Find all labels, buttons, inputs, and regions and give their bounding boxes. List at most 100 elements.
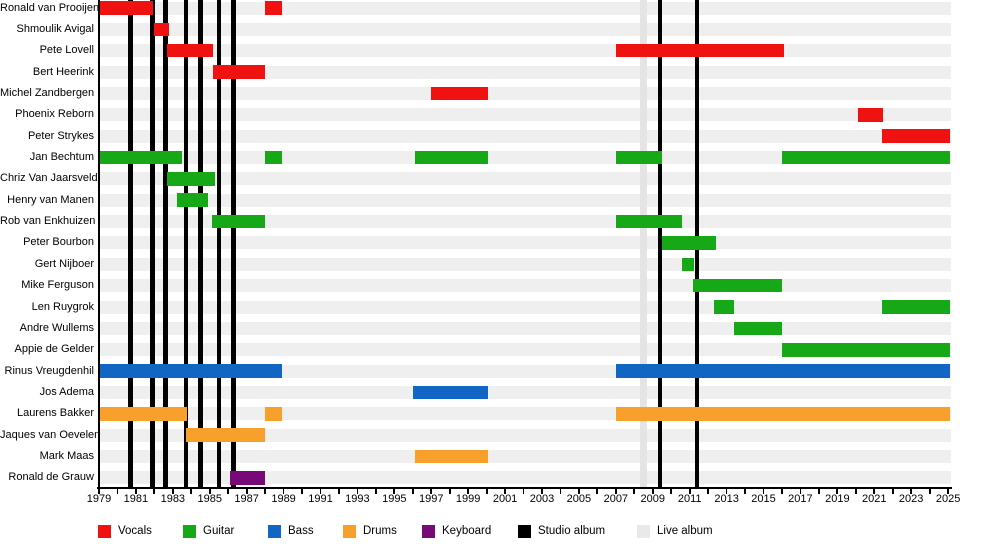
member-bar — [414, 449, 489, 464]
row-stripe — [99, 428, 951, 442]
member-label: Peter Bourbon — [23, 236, 94, 249]
row-stripe — [99, 300, 951, 314]
member-bar — [213, 65, 266, 79]
x-tick-label: 1991 — [308, 493, 333, 505]
member-label: Ronald van Prooijen — [0, 1, 100, 14]
member-label: Henry van Manen — [7, 193, 94, 206]
member-label: Jan Bechtum — [29, 151, 94, 164]
member-label: Andre Wullems — [19, 321, 94, 334]
x-tick — [817, 488, 820, 494]
legend-label: Keyboard — [442, 525, 492, 537]
legend-label: Live album — [657, 525, 713, 537]
studio-album-line — [216, 0, 222, 487]
member-bar — [414, 150, 489, 165]
member-label: Rinus Vreugdenhil — [4, 364, 94, 377]
x-tick — [781, 488, 783, 494]
row-stripe — [99, 172, 951, 186]
x-tick-label: 1979 — [86, 493, 112, 505]
member-label: Gert Nijboer — [34, 257, 94, 270]
x-tick — [153, 488, 156, 494]
x-tick-label: 1995 — [382, 493, 407, 505]
x-tick — [947, 488, 949, 494]
x-tick — [559, 488, 562, 494]
member-bar — [99, 364, 282, 378]
x-tick — [910, 488, 913, 494]
member-label: Chriz Van Jaarsveld — [0, 172, 98, 185]
member-bar — [781, 150, 951, 165]
x-tick — [319, 488, 322, 494]
member-label: Phoenix Reborn — [15, 108, 94, 121]
x-tick — [171, 488, 174, 494]
x-tick — [485, 488, 488, 494]
x-tick — [208, 488, 211, 494]
x-tick — [744, 488, 746, 494]
x-tick — [227, 488, 230, 494]
x-tick-label: 2023 — [898, 493, 924, 505]
x-tick — [338, 488, 340, 494]
x-tick — [688, 488, 691, 494]
x-tick — [98, 488, 100, 494]
x-tick — [762, 488, 765, 494]
x-tick — [725, 488, 728, 494]
x-tick — [430, 488, 433, 494]
member-label: Mark Maas — [39, 450, 94, 463]
legend-swatch — [183, 525, 196, 538]
x-tick — [245, 488, 248, 494]
x-tick — [854, 488, 857, 494]
member-bar — [661, 236, 716, 250]
x-tick-label: 1999 — [455, 493, 481, 505]
member-bar — [265, 1, 282, 15]
x-tick-label: 2021 — [862, 493, 887, 505]
member-label: Appie de Gelder — [14, 343, 95, 356]
row-stripe — [99, 257, 951, 271]
x-tick-label: 1981 — [123, 493, 149, 505]
member-bar — [211, 214, 266, 229]
row-stripe — [99, 385, 951, 399]
x-tick-label: 2009 — [640, 493, 665, 505]
x-tick — [633, 488, 636, 494]
x-tick — [670, 488, 673, 494]
member-bar — [615, 214, 683, 229]
x-tick — [135, 488, 137, 494]
member-label: Len Ruygrok — [31, 300, 94, 313]
member-label: Jaques van Oevelen — [0, 428, 101, 441]
member-bar — [733, 321, 782, 336]
x-tick — [799, 488, 802, 494]
member-bar — [185, 428, 266, 442]
row-stripe — [99, 215, 951, 229]
member-label: Peter Strykes — [27, 129, 94, 142]
member-bar — [881, 129, 951, 143]
member-bar — [99, 150, 183, 165]
legend-label: Bass — [288, 525, 314, 537]
member-bar — [99, 407, 187, 421]
row-stripe — [99, 450, 951, 464]
row-stripe — [99, 108, 951, 122]
row-stripe — [99, 1, 951, 15]
studio-album-line — [183, 0, 188, 487]
x-tick — [190, 488, 193, 494]
row-stripe — [99, 44, 951, 58]
x-tick — [891, 488, 894, 494]
studio-album-line — [657, 0, 663, 487]
legend-swatch — [518, 525, 531, 538]
legend-swatch — [422, 525, 435, 538]
x-tick-label: 2025 — [935, 493, 961, 505]
x-tick — [393, 488, 396, 494]
x-tick — [836, 488, 839, 494]
member-label: Michel Zandbergen — [0, 86, 95, 99]
x-tick-label: 1993 — [345, 493, 370, 505]
legend-label: Studio album — [538, 525, 606, 537]
row-stripe — [99, 22, 951, 36]
x-tick-label: 2017 — [788, 493, 813, 505]
member-label: Ronald de Grauw — [8, 471, 94, 484]
member-label: Shmoulik Avigal — [16, 22, 94, 35]
row-stripe — [99, 321, 951, 335]
x-tick — [467, 488, 470, 494]
x-tick — [374, 488, 377, 494]
legend-swatch — [268, 525, 281, 538]
row-stripe — [99, 343, 951, 357]
row-stripe — [99, 65, 951, 79]
x-tick-label: 2005 — [566, 493, 592, 505]
legend-swatch — [637, 525, 650, 538]
